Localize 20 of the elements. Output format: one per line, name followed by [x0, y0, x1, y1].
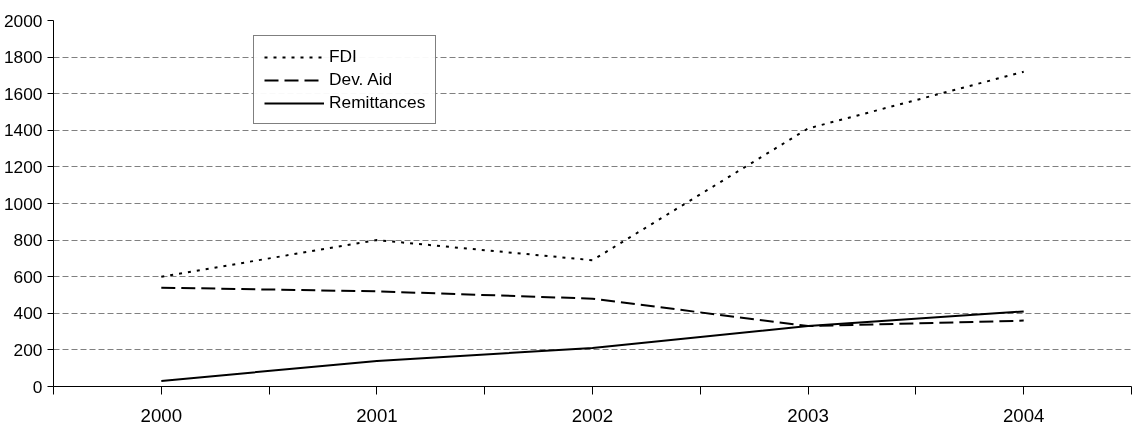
- x-tick-label: 2000: [140, 404, 183, 424]
- x-tick-label: 2004: [1002, 404, 1045, 424]
- y-tick-label: 200: [13, 339, 43, 360]
- y-tick-label: 1200: [3, 156, 43, 177]
- y-tick-label: 1800: [3, 47, 43, 68]
- legend-label: Remittances: [329, 92, 426, 113]
- y-tick-label: 400: [13, 303, 43, 324]
- line-series: [160, 70, 1025, 278]
- x-tick-label: 2003: [787, 404, 829, 424]
- y-tick-label: 0: [32, 376, 43, 397]
- x-tick-label: 2002: [571, 404, 614, 424]
- legend-label: FDI: [329, 46, 357, 67]
- y-tick-label: 600: [13, 266, 43, 287]
- legend-label: Dev. Aid: [329, 69, 393, 90]
- y-tick-label: 1600: [3, 83, 43, 104]
- y-tick-label: 1000: [3, 193, 43, 214]
- y-tick-label: 1400: [3, 120, 43, 141]
- y-tick-label: 2000: [3, 10, 43, 31]
- y-tick-label: 800: [13, 230, 43, 251]
- x-tick-label: 2001: [356, 404, 398, 424]
